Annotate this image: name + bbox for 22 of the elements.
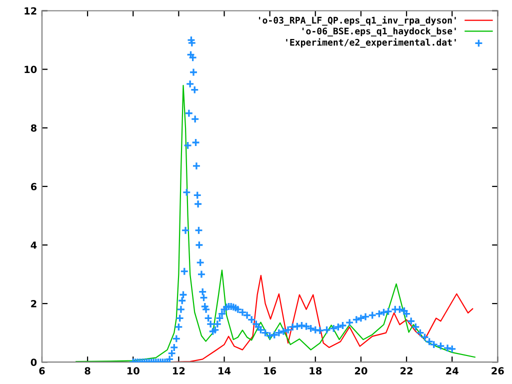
y-tick-label: 0	[30, 358, 37, 366]
legend-label: 'o-06_BSE.eps_q1_haydock_bse'	[302, 27, 456, 36]
legend-label: 'Experiment/e2_experimental.dat'	[286, 38, 456, 48]
y-tick-label: 12	[24, 7, 36, 14]
x-tick-label: 10	[127, 367, 140, 374]
legend-label: 'o-03_RPA_LF_QP.eps_q1_inv_rpa_dyson'	[258, 16, 456, 26]
x-tick-label: 6	[39, 367, 45, 374]
x-tick-label: 24	[446, 367, 458, 374]
x-tick-label: 14	[218, 367, 231, 374]
x-tick-label: 20	[354, 367, 368, 374]
x-tick-label: 26	[492, 367, 504, 374]
y-tick-label: 8	[30, 124, 37, 132]
y-tick-label: 4	[30, 242, 37, 249]
y-tick-label: 6	[30, 182, 37, 190]
x-tick-label: 12	[173, 367, 185, 374]
x-tick-label: 8	[84, 367, 90, 374]
x-tick-label: 18	[310, 367, 322, 374]
x-tick-label: 16	[264, 367, 276, 374]
y-tick-label: 2	[31, 300, 36, 308]
y-tick-label: 10	[24, 66, 37, 74]
x-tick-label: 22	[400, 367, 412, 374]
line-series	[76, 84, 476, 362]
